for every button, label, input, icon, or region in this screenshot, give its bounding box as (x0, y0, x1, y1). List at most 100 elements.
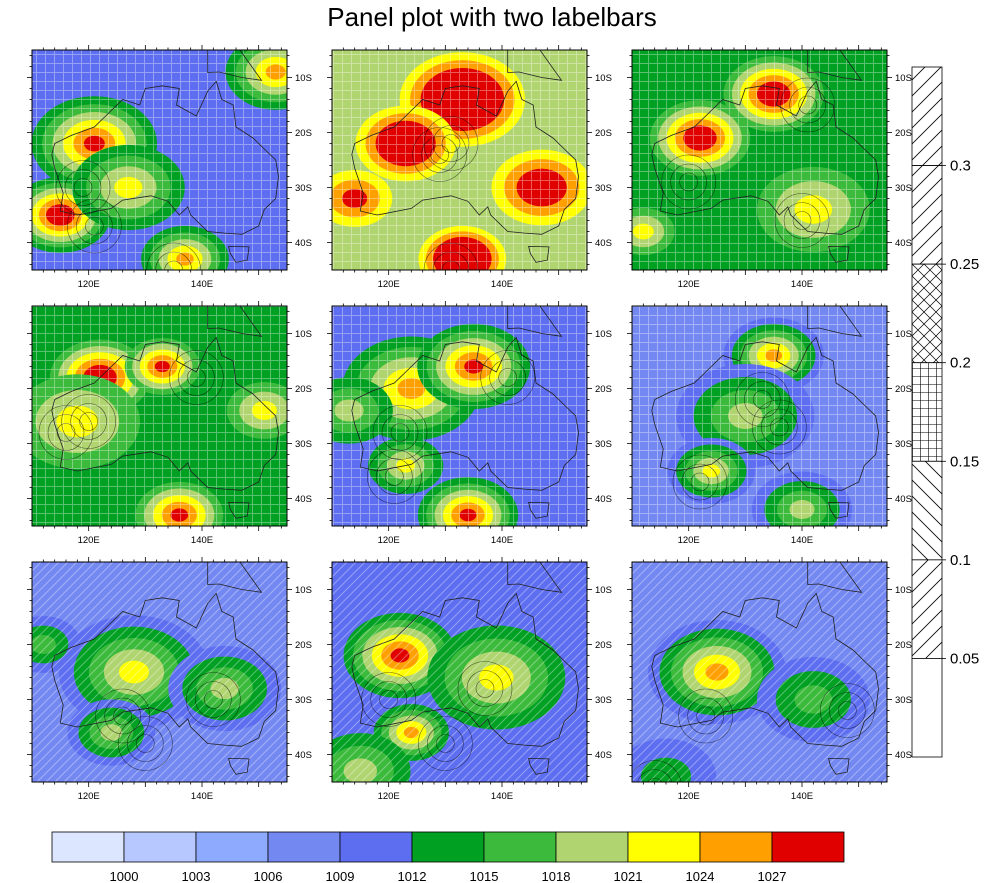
labelbar-box (267, 831, 341, 863)
coastline (651, 80, 879, 235)
labelbar-box (627, 831, 701, 863)
contour-line (770, 417, 789, 437)
contour-line (466, 670, 504, 707)
panel-axes: 120E 140E 10S 20S 30S 40S (327, 301, 612, 546)
pattern-labelbar: 0.3 0.25 0.2 0.15 0.1 0.05 (911, 66, 979, 758)
coastline (351, 592, 579, 747)
pattern-overlay (632, 562, 887, 782)
labelbar-label: 1015 (470, 869, 499, 883)
chart-title: Panel plot with two labelbars (327, 2, 657, 32)
x-tick-label: 140E (491, 791, 513, 802)
contour-line (670, 163, 707, 201)
coastline (528, 245, 550, 263)
coastline (828, 757, 850, 775)
coastline (507, 562, 563, 593)
y-tick-label: 30S (895, 439, 912, 450)
contour-line (421, 136, 458, 173)
y-tick-label: 40S (595, 750, 612, 761)
map-panel: 120E 140E 10S 20S 30S 40S (327, 45, 612, 290)
contour-line (696, 706, 715, 726)
contour-line (73, 178, 93, 197)
contour-line (441, 260, 461, 270)
panel-plot-area (32, 562, 287, 782)
contour-line (155, 251, 192, 270)
y-tick-label: 40S (895, 750, 912, 761)
pattern-box (911, 66, 943, 166)
labelbar-label: 1024 (686, 869, 715, 883)
contour-line (753, 390, 772, 409)
coastline (207, 306, 263, 337)
x-tick-label: 120E (378, 279, 400, 290)
contour-line (379, 690, 398, 709)
contour-line (427, 725, 464, 762)
contour-line (690, 472, 710, 492)
contour-line (687, 697, 724, 735)
labelbar-box (771, 831, 845, 863)
pattern-overlay (332, 306, 587, 526)
panel-axes: 120E 140E 10S 20S 30S 40S (27, 301, 312, 546)
y-tick-label: 10S (295, 585, 312, 596)
map-panel: 120E 140E 10S 20S 30S 40S (627, 45, 912, 290)
contour-line (361, 672, 416, 727)
pattern-label: 0.15 (950, 453, 979, 470)
pattern-box (911, 165, 943, 265)
y-tick-label: 40S (895, 238, 912, 249)
panel-axes: 120E 140E 10S 20S 30S 40S (27, 45, 312, 290)
labelbar-box (195, 831, 269, 863)
x-tick-label: 140E (791, 791, 813, 802)
panel-frame (31, 49, 288, 271)
labelbar-box (51, 831, 125, 863)
panel-frame (331, 305, 588, 527)
map-panel: 120E 140E 10S 20S 30S 40S (627, 301, 912, 546)
pattern-overlay (332, 50, 587, 270)
pattern-box (911, 559, 943, 659)
coastline (51, 336, 279, 491)
contour-line (423, 116, 479, 171)
contour-line (783, 202, 821, 239)
contour-line (178, 359, 215, 396)
coastline (51, 80, 279, 235)
panel-axes: 120E 140E 10S 20S 30S 40S (327, 557, 612, 802)
labelbar-box (411, 831, 485, 863)
contour-line (64, 169, 102, 206)
contour-line (370, 681, 407, 718)
contour-line (489, 359, 526, 396)
coastline (807, 306, 863, 337)
contour-line (187, 368, 206, 387)
y-tick-label: 30S (595, 183, 612, 194)
contour-line (186, 672, 241, 727)
coastline (351, 336, 579, 491)
map-panel: 120E 140E 10S 20S 30S 40S (627, 557, 912, 802)
y-tick-label: 30S (595, 695, 612, 706)
y-tick-label: 10S (895, 585, 912, 596)
coastline (807, 562, 863, 593)
labelbar-box (483, 831, 557, 863)
panel-plot-area (32, 306, 287, 526)
coastline (507, 50, 563, 81)
y-tick-label: 30S (295, 439, 312, 450)
contour-line (672, 454, 728, 510)
pattern-label: 0.1 (950, 552, 971, 569)
pattern-overlay (332, 562, 587, 782)
labelbar-label: 1009 (326, 869, 355, 883)
panel-axes: 120E 140E 10S 20S 30S 40S (27, 557, 312, 802)
contour-line (792, 211, 812, 230)
y-tick-label: 20S (295, 128, 312, 139)
y-tick-label: 10S (895, 73, 912, 84)
x-tick-label: 120E (678, 791, 700, 802)
coastline (528, 501, 550, 519)
map-panel: 120E 140E 10S 20S 30S 40S (27, 45, 312, 290)
contour-line (385, 467, 404, 486)
contour-line (681, 463, 719, 501)
pattern-overlay (32, 306, 287, 526)
contour-line (752, 399, 807, 455)
contour-line (430, 145, 449, 164)
y-tick-label: 30S (895, 183, 912, 194)
x-tick-label: 120E (678, 535, 700, 546)
x-tick-label: 140E (191, 791, 213, 802)
contour-line (113, 706, 132, 726)
contour-line (632, 760, 682, 782)
contour-line (47, 414, 85, 451)
y-tick-label: 10S (595, 73, 612, 84)
